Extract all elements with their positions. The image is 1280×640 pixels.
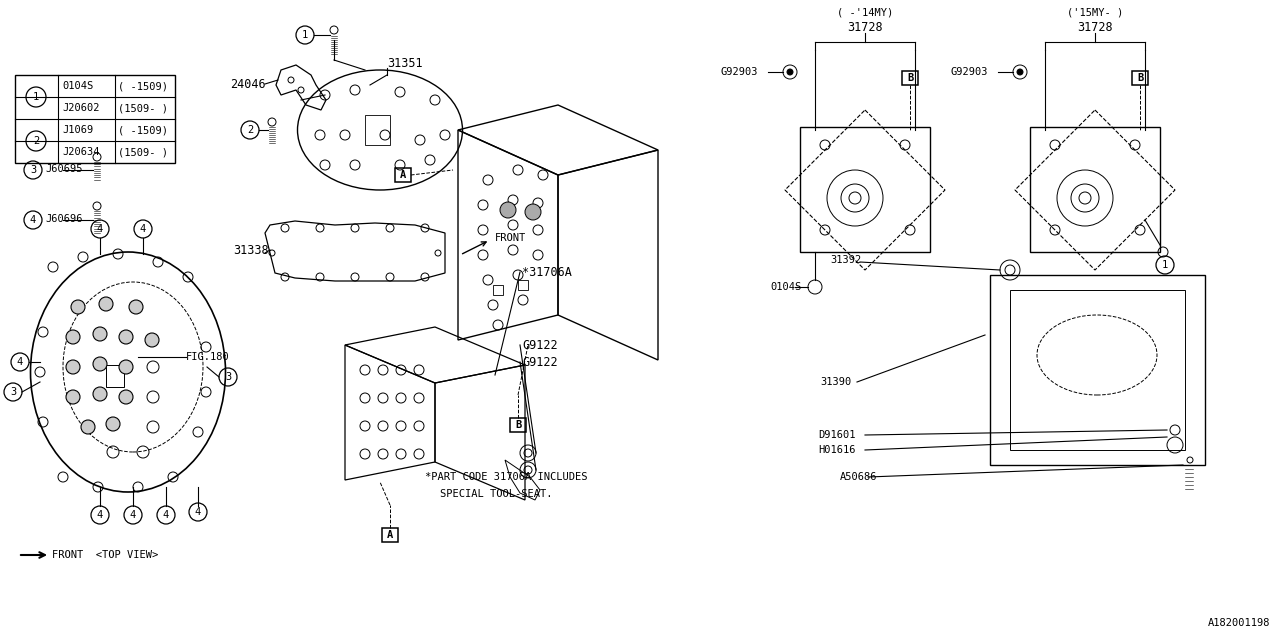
Text: 31390: 31390 <box>820 377 851 387</box>
Text: *31706A: *31706A <box>522 266 572 278</box>
Text: A: A <box>399 170 406 180</box>
Circle shape <box>119 330 133 344</box>
Text: 4: 4 <box>129 510 136 520</box>
Text: A50686: A50686 <box>840 472 878 482</box>
Text: 4: 4 <box>97 224 104 234</box>
Text: ('15MY- ): ('15MY- ) <box>1066 7 1123 17</box>
Bar <box>493 285 503 295</box>
Circle shape <box>93 357 108 371</box>
Text: 31728: 31728 <box>1078 20 1112 33</box>
Text: 4: 4 <box>97 510 104 520</box>
Text: 1: 1 <box>1162 260 1169 270</box>
Bar <box>518 280 529 290</box>
Text: B: B <box>515 420 521 430</box>
Text: D91601: D91601 <box>818 430 855 440</box>
Text: (1509- ): (1509- ) <box>118 103 168 113</box>
Text: 2: 2 <box>33 136 40 146</box>
Bar <box>1030 127 1160 252</box>
Text: 31338: 31338 <box>233 243 269 257</box>
Text: 3: 3 <box>10 387 17 397</box>
Text: 1: 1 <box>302 30 308 40</box>
Text: 4: 4 <box>140 224 146 234</box>
Text: 4: 4 <box>17 357 23 367</box>
Bar <box>106 365 124 387</box>
Circle shape <box>81 420 95 434</box>
Text: 4: 4 <box>195 507 201 517</box>
Circle shape <box>525 204 541 220</box>
Text: FIG.180: FIG.180 <box>186 352 229 362</box>
Text: *PART CODE 31706A INCLUDES: *PART CODE 31706A INCLUDES <box>425 472 588 482</box>
Circle shape <box>119 390 133 404</box>
Text: A: A <box>387 530 393 540</box>
Text: 4: 4 <box>163 510 169 520</box>
Text: 2: 2 <box>247 125 253 135</box>
Text: B: B <box>1137 73 1143 83</box>
Text: G92903: G92903 <box>721 67 758 77</box>
Text: ( -1509): ( -1509) <box>118 125 168 135</box>
Circle shape <box>67 330 81 344</box>
Text: J1069: J1069 <box>61 125 93 135</box>
Circle shape <box>500 202 516 218</box>
Circle shape <box>70 300 84 314</box>
Text: FRONT: FRONT <box>495 233 526 243</box>
Text: 0104S: 0104S <box>771 282 801 292</box>
Text: H01616: H01616 <box>818 445 855 455</box>
Text: 0104S: 0104S <box>61 81 93 91</box>
Text: 3: 3 <box>225 372 232 382</box>
Text: 4: 4 <box>29 215 36 225</box>
Text: B: B <box>906 73 913 83</box>
Circle shape <box>67 390 81 404</box>
Bar <box>902 71 918 85</box>
Text: 24046: 24046 <box>230 77 266 90</box>
Text: 31351: 31351 <box>387 56 422 70</box>
Bar <box>1132 71 1148 85</box>
Text: ( -'14MY): ( -'14MY) <box>837 7 893 17</box>
Circle shape <box>787 69 794 75</box>
Text: SPECIAL TOOL-SEAT.: SPECIAL TOOL-SEAT. <box>440 489 553 499</box>
Circle shape <box>1018 69 1023 75</box>
Text: 31728: 31728 <box>847 20 883 33</box>
Circle shape <box>93 327 108 341</box>
Text: J20634: J20634 <box>61 147 100 157</box>
Text: J60696: J60696 <box>45 214 82 224</box>
Text: FRONT  <TOP VIEW>: FRONT <TOP VIEW> <box>52 550 159 560</box>
Circle shape <box>145 333 159 347</box>
Text: G92903: G92903 <box>950 67 987 77</box>
Text: 3: 3 <box>29 165 36 175</box>
Circle shape <box>106 417 120 431</box>
Text: J60695: J60695 <box>45 164 82 174</box>
Circle shape <box>119 360 133 374</box>
Circle shape <box>129 300 143 314</box>
Circle shape <box>99 297 113 311</box>
Circle shape <box>67 360 81 374</box>
Bar <box>365 115 390 145</box>
Bar <box>1010 290 1185 450</box>
Circle shape <box>93 387 108 401</box>
Text: J20602: J20602 <box>61 103 100 113</box>
Bar <box>509 418 526 432</box>
Bar <box>15 75 175 163</box>
Text: G9122: G9122 <box>522 355 558 369</box>
Text: A182001198: A182001198 <box>1207 618 1270 628</box>
Bar <box>396 168 411 182</box>
Text: 31392: 31392 <box>829 255 861 265</box>
Bar <box>381 528 398 542</box>
Bar <box>989 275 1204 465</box>
Text: 1: 1 <box>33 92 40 102</box>
Text: (1509- ): (1509- ) <box>118 147 168 157</box>
Text: G9122: G9122 <box>522 339 558 351</box>
Text: ( -1509): ( -1509) <box>118 81 168 91</box>
Bar <box>800 127 931 252</box>
